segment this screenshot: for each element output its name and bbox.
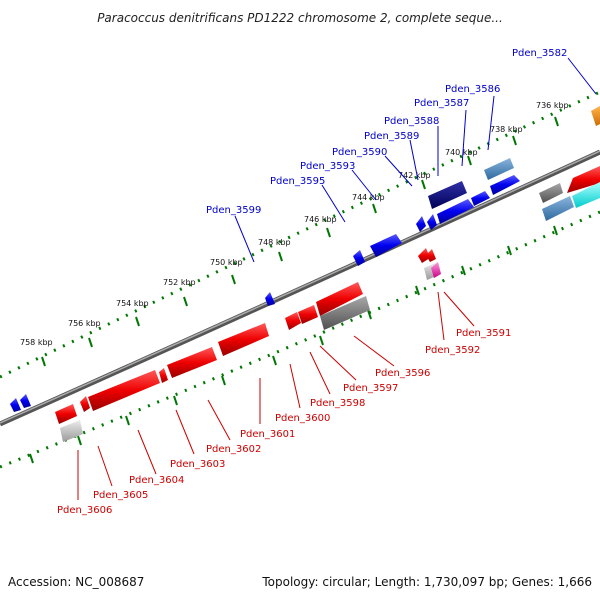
- gene-arrow-reverse[interactable]: [167, 347, 217, 378]
- tick-label: 744 kbp: [352, 193, 385, 202]
- chromosome-backbone-highlight: [0, 150, 600, 424]
- gene-arrow-forward[interactable]: [471, 191, 490, 206]
- gene-arrow-reverse[interactable]: [418, 248, 430, 263]
- gene-label[interactable]: Pden_3586: [445, 84, 500, 95]
- gene-label[interactable]: Pden_3582: [512, 48, 567, 59]
- gene-label[interactable]: Pden_3600: [275, 413, 330, 424]
- gene-label[interactable]: Pden_3598: [310, 398, 365, 409]
- tick-label: 748 kbp: [258, 238, 291, 247]
- forward-genes: [10, 106, 600, 412]
- gene-arrow-reverse[interactable]: [426, 249, 436, 262]
- gene-arrow-reverse[interactable]: [431, 262, 441, 278]
- gene-label[interactable]: Pden_3595: [270, 176, 325, 187]
- bottom-leader-lines: [77, 291, 475, 500]
- gene-label[interactable]: Pden_3593: [300, 161, 355, 172]
- gene-arrow-forward[interactable]: [437, 199, 474, 224]
- topology-label: Topology: circular; Length: 1,730,097 bp…: [261, 575, 592, 589]
- tick-label: 758 kbp: [20, 338, 53, 347]
- tick-label: 752 kbp: [163, 278, 196, 287]
- gene-arrow-forward[interactable]: [490, 175, 520, 195]
- gene-arrow-forward[interactable]: [416, 216, 426, 232]
- gene-label[interactable]: Pden_3597: [343, 383, 398, 394]
- gene-label[interactable]: Pden_3602: [206, 444, 261, 455]
- tick-label: 754 kbp: [116, 299, 149, 308]
- gene-arrow-forward[interactable]: [353, 250, 365, 266]
- outer-tick-track: [0, 90, 600, 379]
- gene-arrow-reverse[interactable]: [298, 305, 318, 324]
- gene-arrow-forward[interactable]: [265, 292, 275, 306]
- gene-label[interactable]: Pden_3590: [332, 147, 387, 158]
- tick-label: 742 kbp: [398, 171, 431, 180]
- tick-label: 738 kbp: [490, 125, 523, 134]
- gene-arrow-reverse[interactable]: [572, 182, 600, 208]
- gene-label[interactable]: Pden_3601: [240, 429, 295, 440]
- gene-label[interactable]: Pden_3606: [57, 505, 112, 516]
- gene-arrow-forward[interactable]: [20, 394, 31, 408]
- gene-arrow-forward[interactable]: [428, 181, 467, 209]
- gene-label[interactable]: Pden_3591: [456, 328, 511, 339]
- gene-label[interactable]: Pden_3592: [425, 345, 480, 356]
- gene-arrow-reverse[interactable]: [55, 404, 77, 424]
- tick-label: 756 kbp: [68, 319, 101, 328]
- gene-arrow-reverse[interactable]: [80, 396, 90, 412]
- gene-arrow-reverse[interactable]: [320, 296, 370, 330]
- gene-arrow-reverse[interactable]: [159, 368, 168, 383]
- tick-label: 746 kbp: [304, 215, 337, 224]
- major-ticks: [29, 116, 559, 464]
- gene-arrow-reverse[interactable]: [285, 312, 301, 330]
- gene-arrow-forward[interactable]: [427, 214, 437, 230]
- gene-arrow-reverse[interactable]: [316, 282, 363, 316]
- gene-arrow-reverse[interactable]: [218, 323, 269, 356]
- gene-arrow-forward[interactable]: [10, 398, 21, 412]
- gene-arrow-forward[interactable]: [370, 234, 402, 257]
- chromosome-backbone: [0, 149, 600, 427]
- gene-arrow-reverse[interactable]: [567, 166, 600, 193]
- gene-label[interactable]: Pden_3603: [170, 459, 225, 470]
- gene-label[interactable]: Pden_3588: [384, 116, 439, 127]
- gene-arrow-forward[interactable]: [591, 106, 600, 126]
- gene-label[interactable]: Pden_3599: [206, 205, 261, 216]
- inner-tick-track: [0, 210, 600, 469]
- gene-label[interactable]: Pden_3605: [93, 490, 148, 501]
- gene-arrow-reverse[interactable]: [88, 370, 160, 411]
- gene-label[interactable]: Pden_3587: [414, 98, 469, 109]
- tick-label: 740 kbp: [445, 148, 478, 157]
- accession-label: Accession: NC_008687: [8, 575, 144, 589]
- tick-label: 736 kbp: [536, 101, 569, 110]
- top-leader-lines: [234, 57, 597, 263]
- gene-label[interactable]: Pden_3604: [129, 475, 184, 486]
- gene-label[interactable]: Pden_3589: [364, 131, 419, 142]
- gene-arrow-reverse[interactable]: [60, 420, 83, 442]
- gene-label[interactable]: Pden_3596: [375, 368, 430, 379]
- page-title: Paracoccus denitrificans PD1222 chromoso…: [97, 11, 503, 25]
- tick-label: 750 kbp: [210, 258, 243, 267]
- reverse-genes: [55, 166, 600, 442]
- gene-arrow-forward[interactable]: [484, 158, 514, 180]
- gene-arrow-reverse[interactable]: [539, 183, 563, 203]
- gene-arrow-reverse[interactable]: [542, 196, 574, 221]
